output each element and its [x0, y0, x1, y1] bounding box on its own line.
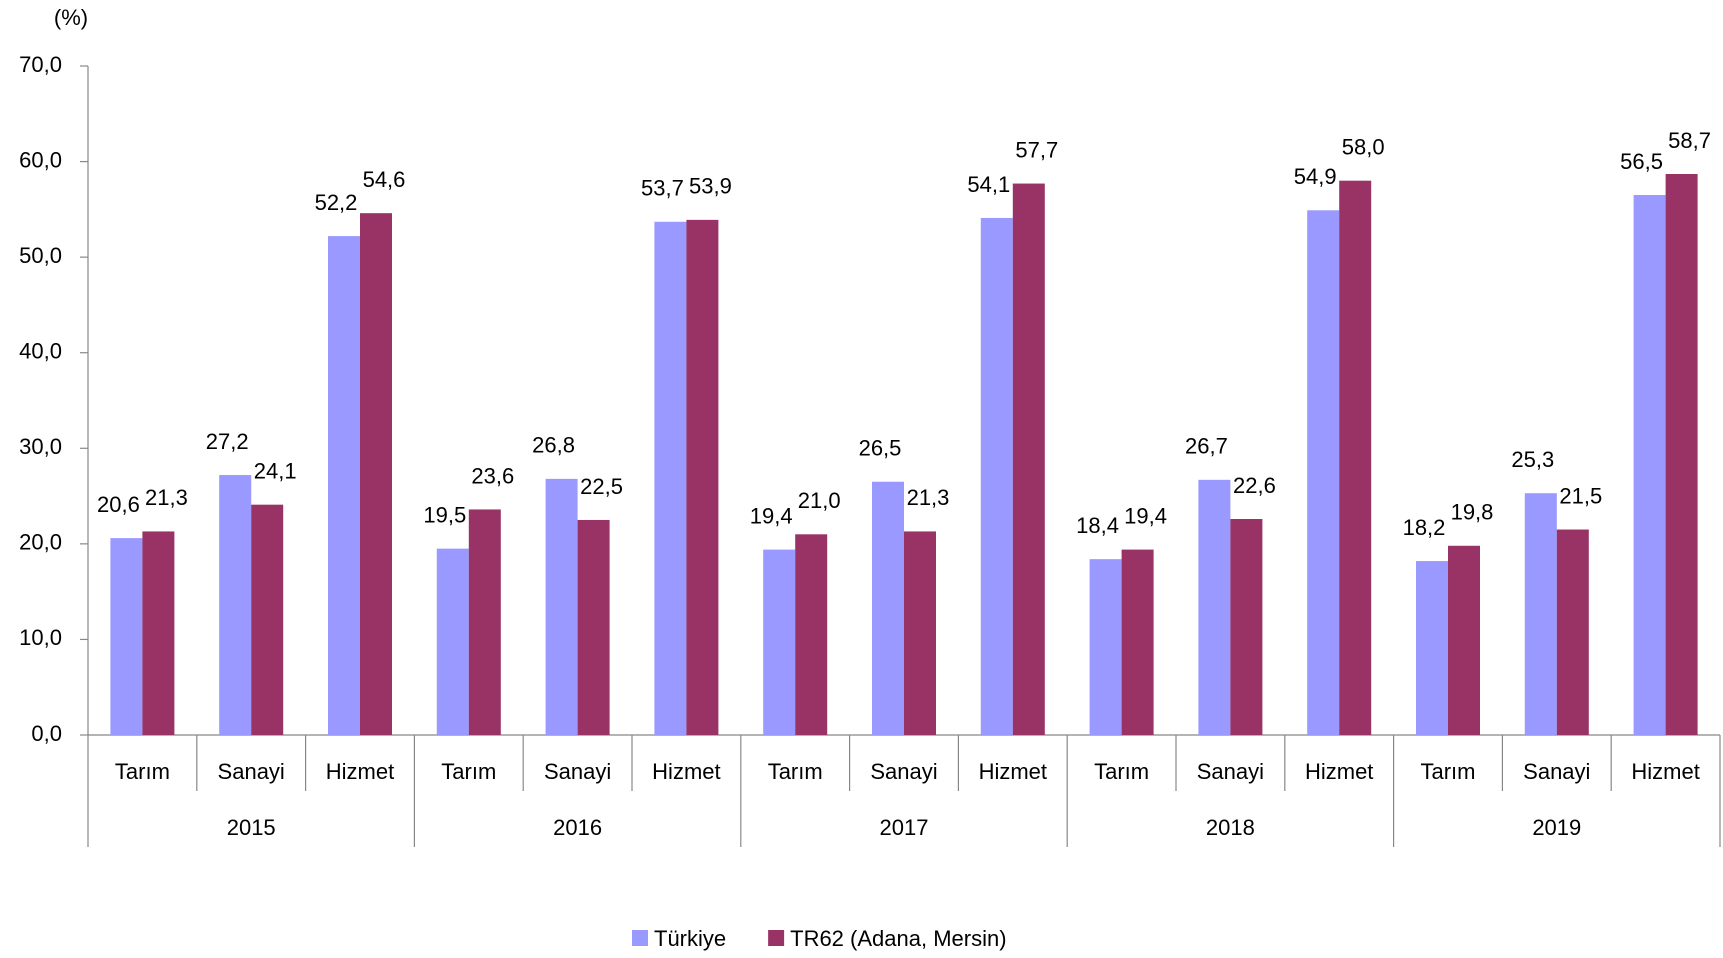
x-tick-label: Sanayi [870, 759, 937, 784]
bar [654, 221, 687, 735]
x-tick-label: Hizmet [979, 759, 1047, 784]
x-tick-label: Tarım [441, 759, 496, 784]
data-label: 21,3 [907, 485, 950, 510]
data-label: 19,4 [1124, 503, 1167, 528]
bar [1556, 529, 1589, 735]
legend-label: Türkiye [654, 926, 726, 951]
y-tick-label: 0,0 [31, 721, 62, 746]
bar [1665, 173, 1698, 735]
x-tick-label: Sanayi [544, 759, 611, 784]
data-label: 58,7 [1668, 128, 1711, 153]
bar [686, 219, 719, 735]
y-tick-label: 50,0 [19, 243, 62, 268]
x-tick-label: Sanayi [1523, 759, 1590, 784]
data-label: 53,7 [641, 176, 684, 201]
data-label: 19,4 [750, 503, 793, 528]
bar [1448, 545, 1480, 735]
data-label: 52,2 [315, 190, 358, 215]
data-label: 18,2 [1403, 515, 1446, 540]
data-label: 26,5 [859, 436, 902, 461]
data-label: 58,0 [1342, 134, 1385, 159]
bar [328, 236, 360, 736]
bar [872, 481, 904, 735]
data-label: 22,6 [1233, 473, 1276, 498]
group-label: 2017 [880, 815, 929, 840]
bar [904, 531, 936, 735]
data-label: 21,5 [1559, 483, 1602, 508]
group-label: 2016 [553, 815, 602, 840]
data-label: 27,2 [206, 429, 249, 454]
x-tick-label: Tarım [115, 759, 170, 784]
y-tick-label: 20,0 [19, 530, 62, 555]
data-label: 20,6 [97, 492, 140, 517]
bar [763, 549, 796, 735]
x-tick-label: Tarım [768, 759, 823, 784]
legend-label: TR62 (Adana, Mersin) [790, 926, 1006, 951]
data-label: 54,1 [967, 172, 1010, 197]
data-label: 26,7 [1185, 434, 1228, 459]
data-label: 22,5 [580, 474, 623, 499]
y-tick-label: 40,0 [19, 339, 62, 364]
y-tick-label: 60,0 [19, 147, 62, 172]
bar [1416, 561, 1448, 735]
data-label: 54,6 [363, 167, 406, 192]
data-label: 57,7 [1015, 137, 1058, 162]
x-tick-label: Hizmet [1631, 759, 1699, 784]
data-label: 25,3 [1511, 447, 1554, 472]
bar [577, 519, 610, 735]
data-label: 24,1 [254, 458, 297, 483]
bar [468, 509, 501, 735]
bar [251, 504, 284, 735]
y-tick-label: 70,0 [19, 52, 62, 77]
bar [980, 217, 1013, 736]
data-label: 26,8 [532, 433, 575, 458]
group-label: 2019 [1532, 815, 1581, 840]
data-label: 18,4 [1076, 513, 1119, 538]
data-label: 19,5 [423, 502, 466, 527]
data-label: 54,9 [1294, 164, 1337, 189]
data-label: 23,6 [471, 463, 514, 488]
bar [1307, 210, 1340, 735]
x-tick-label: Tarım [1421, 759, 1476, 784]
bar [219, 475, 252, 735]
data-label: 19,8 [1451, 500, 1494, 525]
x-tick-label: Tarım [1094, 759, 1149, 784]
group-label: 2015 [227, 815, 276, 840]
legend-swatch [768, 930, 785, 946]
bar [142, 531, 175, 735]
y-tick-label: 10,0 [19, 625, 62, 650]
bar [795, 534, 828, 735]
bar [1012, 183, 1045, 735]
bar [1524, 493, 1557, 735]
group-label: 2018 [1206, 815, 1255, 840]
x-tick-label: Hizmet [1305, 759, 1373, 784]
data-label: 21,0 [798, 488, 841, 513]
bar [1121, 549, 1154, 735]
bar [1339, 180, 1372, 735]
x-tick-label: Hizmet [652, 759, 720, 784]
bar [436, 548, 469, 735]
y-tick-label: 30,0 [19, 434, 62, 459]
x-tick-label: Sanayi [218, 759, 285, 784]
x-tick-label: Sanayi [1197, 759, 1264, 784]
x-tick-label: Hizmet [326, 759, 394, 784]
data-label: 56,5 [1620, 149, 1663, 174]
bar [1089, 559, 1122, 735]
bar [110, 538, 143, 735]
data-label: 53,9 [689, 174, 732, 199]
legend-swatch [632, 930, 648, 946]
bar [545, 478, 578, 735]
bar [1230, 519, 1263, 735]
data-label: 21,3 [145, 485, 188, 510]
y-axis-label: (%) [54, 5, 88, 30]
bar [1198, 479, 1231, 735]
bar [360, 213, 392, 735]
bar [1633, 195, 1666, 735]
